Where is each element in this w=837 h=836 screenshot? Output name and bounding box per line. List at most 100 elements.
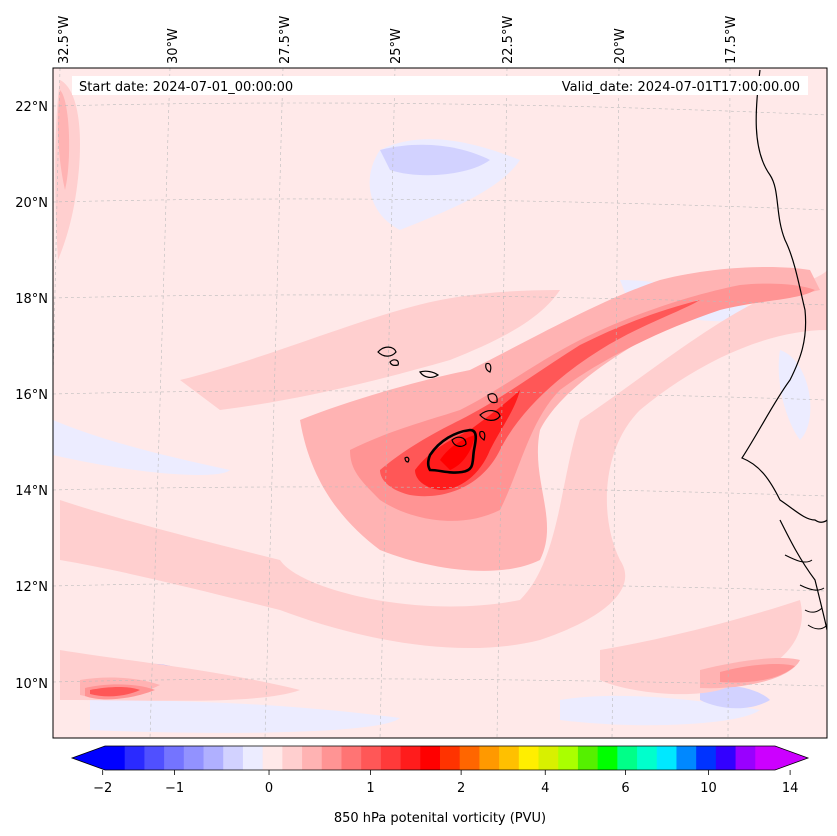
colorbar-tick-label: −1 — [165, 781, 184, 796]
island-santo-antao — [377, 346, 397, 357]
lon-label-25w: 25°W — [389, 28, 404, 64]
colorbar-segment — [144, 746, 165, 770]
island-fogo — [451, 436, 467, 447]
valid-date-label: Valid_date: 2024-07-01T17:00:00.00 — [562, 80, 800, 95]
colorbar-segment — [440, 746, 461, 770]
colorbar-segment — [617, 746, 638, 770]
colorbar-segment — [164, 746, 185, 770]
map-frame — [52, 67, 828, 739]
colorbar-segment — [518, 746, 540, 770]
colorbar-segment — [361, 746, 382, 770]
graticule — [53, 68, 827, 738]
island-boa-vista — [487, 393, 498, 404]
meridian-22-5w — [496, 68, 508, 738]
lat-label-16n: 16°N — [15, 388, 48, 403]
colorbar-segment — [380, 746, 402, 770]
colorbar-segment — [656, 746, 677, 770]
meridian-17-5w — [727, 68, 731, 738]
pv-region-mid-red — [720, 664, 795, 683]
lat-label-20n: 20°N — [15, 196, 48, 211]
info-box — [72, 76, 808, 95]
colorbar-segment — [538, 746, 559, 770]
pv-region-blue — [700, 685, 770, 709]
pv-region-light-blue — [90, 700, 400, 733]
island-sao-vicente — [389, 359, 399, 366]
colorbar-segment — [302, 746, 323, 770]
colorbar-segment — [696, 746, 717, 770]
colorbar-tick-label: 2 — [457, 781, 465, 796]
colorbar-tick-label: −2 — [93, 781, 112, 796]
colorbar-segment — [341, 746, 362, 770]
lat-label-12n: 12°N — [15, 580, 48, 595]
colorbar-segment — [420, 746, 441, 770]
pv-region-blue — [380, 144, 490, 176]
lat-label-22n: 22°N — [15, 100, 48, 115]
colorbar-segments — [105, 746, 776, 770]
colorbar-extend-high — [775, 746, 808, 770]
pv-region-light-blue — [778, 350, 811, 440]
colorbar-tick-label: 14 — [782, 781, 799, 796]
pv-contour-santiago — [426, 428, 478, 474]
latitude-labels: 22°N 20°N 18°N 16°N 14°N 12°N 10°N — [15, 100, 48, 692]
colorbar-tick-label: 4 — [541, 781, 549, 796]
colorbar-segment — [676, 746, 697, 770]
colorbar-segment — [735, 746, 756, 770]
lat-label-18n: 18°N — [15, 292, 48, 307]
pv-region-pink — [57, 90, 70, 190]
coastline-africa-south — [779, 519, 827, 631]
colorbar-segment — [203, 746, 224, 770]
island-maio — [479, 410, 501, 421]
colorbar-segment — [262, 746, 283, 770]
colorbar-segment — [558, 746, 579, 770]
colorbar-tick-label: 10 — [700, 781, 717, 796]
colorbar-segment — [715, 746, 737, 770]
colorbar-segment — [755, 746, 776, 770]
meridian-27-5w — [264, 68, 284, 738]
colorbar-segment — [282, 746, 303, 770]
lon-label-20w: 20°W — [613, 28, 628, 64]
meridian-30w — [149, 68, 171, 738]
lon-label-17-5w: 17.5°W — [724, 16, 739, 64]
coastline-islands-guinea — [784, 554, 827, 630]
pv-region-light-blue — [53, 420, 230, 475]
island-sao-nicolau — [419, 370, 440, 378]
colorbar-segment — [577, 746, 599, 770]
lat-label-10n: 10°N — [15, 677, 48, 692]
cape-verde-islands — [377, 346, 501, 463]
lon-label-32-5w: 32.5°W — [57, 16, 72, 64]
longitude-labels: 32.5°W 30°W 27.5°W 25°W 22.5°W 20°W 17.5… — [57, 16, 739, 64]
colorbar-segment — [321, 746, 342, 770]
pv-region-light-pink — [60, 270, 827, 649]
start-date-label: Start date: 2024-07-01_00:00:00 — [79, 80, 293, 95]
colorbar: −2 −1 0 1 2 4 6 10 14 850 hPa potenital vorticit… — [70, 745, 810, 826]
coastline-africa — [741, 69, 827, 523]
colorbar-segment — [597, 746, 618, 770]
colorbar-segment — [400, 746, 421, 770]
colorbar-segment — [479, 746, 500, 770]
meridian-20w — [611, 68, 620, 738]
colorbar-tick-label: 6 — [621, 781, 629, 796]
colorbar-tick-label: 1 — [366, 781, 374, 796]
colorbar-segment — [183, 746, 205, 770]
colorbar-extend-low — [72, 746, 105, 770]
island-brava — [404, 456, 410, 463]
colorbar-segment — [105, 746, 126, 770]
colorbar-segment — [459, 746, 480, 770]
colorbar-tick-label: 0 — [265, 781, 273, 796]
pv-region-red — [90, 687, 140, 697]
lon-label-22-5w: 22.5°W — [501, 16, 516, 64]
island-sal — [485, 362, 492, 373]
pv-region-light-pink — [180, 290, 560, 410]
colorbar-segment — [637, 746, 658, 770]
colorbar-segment — [242, 746, 264, 770]
lat-label-14n: 14°N — [15, 484, 48, 499]
pv-field — [53, 68, 827, 738]
colorbar-segment — [499, 746, 520, 770]
colorbar-outline — [70, 745, 810, 771]
lon-label-27-5w: 27.5°W — [278, 16, 293, 64]
meridian-25w — [379, 68, 396, 738]
colorbar-segment — [124, 746, 145, 770]
colorbar-segment — [223, 746, 244, 770]
colorbar-ticks: −2 −1 0 1 2 4 6 10 14 — [93, 770, 798, 796]
